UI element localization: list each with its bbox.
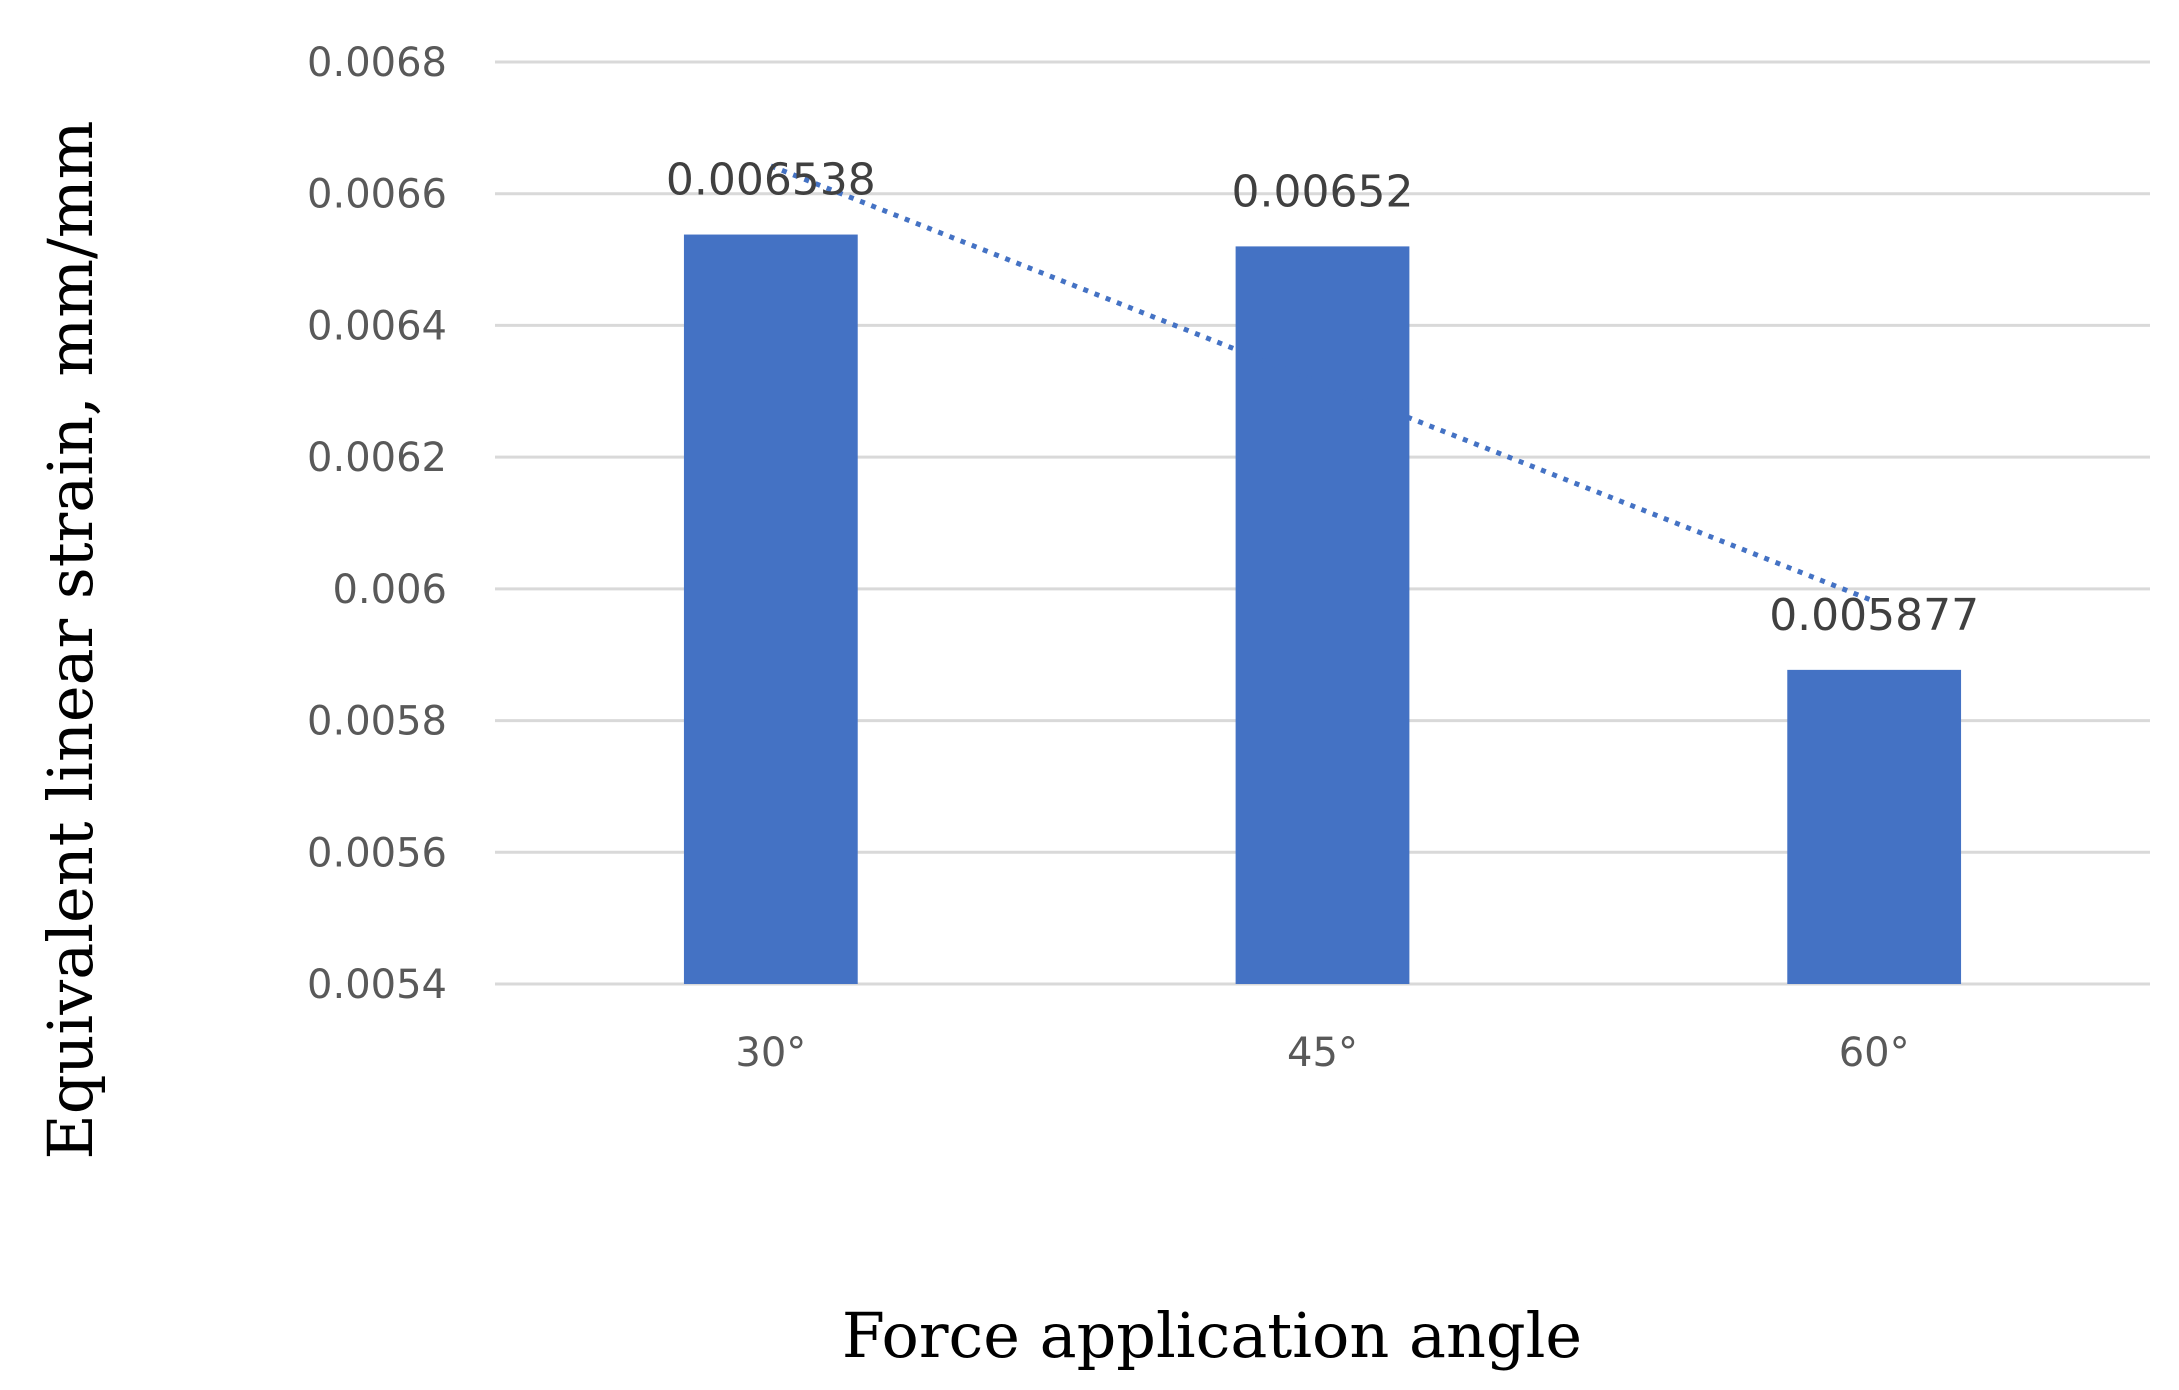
bar [1235, 246, 1410, 984]
x-axis-title: Force application angle [842, 1299, 1582, 1372]
x-axis-ticks: 30° 45° 60° [735, 1030, 1909, 1076]
data-label: 0.00652 [1232, 166, 1414, 217]
y-axis-ticks: 0.0054 0.0056 0.0058 0.006 0.0062 0.0064 0.006… [307, 40, 447, 1008]
trendline [769, 163, 1876, 604]
data-label: 0.006538 [666, 155, 876, 206]
y-tick-label: 0.0058 [307, 699, 447, 745]
y-axis-title: Equivalent linear strain, mm/mm [34, 121, 107, 1160]
data-label: 0.005877 [1769, 590, 1979, 641]
x-tick-label: 30° [735, 1030, 806, 1076]
y-tick-label: 0.0068 [307, 40, 447, 86]
bar [683, 234, 858, 984]
x-tick-label: 45° [1287, 1030, 1358, 1076]
y-tick-label: 0.0064 [307, 303, 447, 349]
x-tick-label: 60° [1839, 1030, 1910, 1076]
bar [1787, 669, 1962, 984]
y-tick-label: 0.006 [332, 567, 447, 613]
y-tick-label: 0.0066 [307, 172, 447, 218]
data-labels: 0.006538 0.00652 0.005877 [666, 155, 1979, 641]
y-tick-label: 0.0056 [307, 830, 447, 876]
y-tick-label: 0.0054 [307, 962, 447, 1008]
y-tick-label: 0.0062 [307, 435, 447, 481]
bars [683, 234, 1962, 984]
trendline-group [769, 163, 1876, 604]
